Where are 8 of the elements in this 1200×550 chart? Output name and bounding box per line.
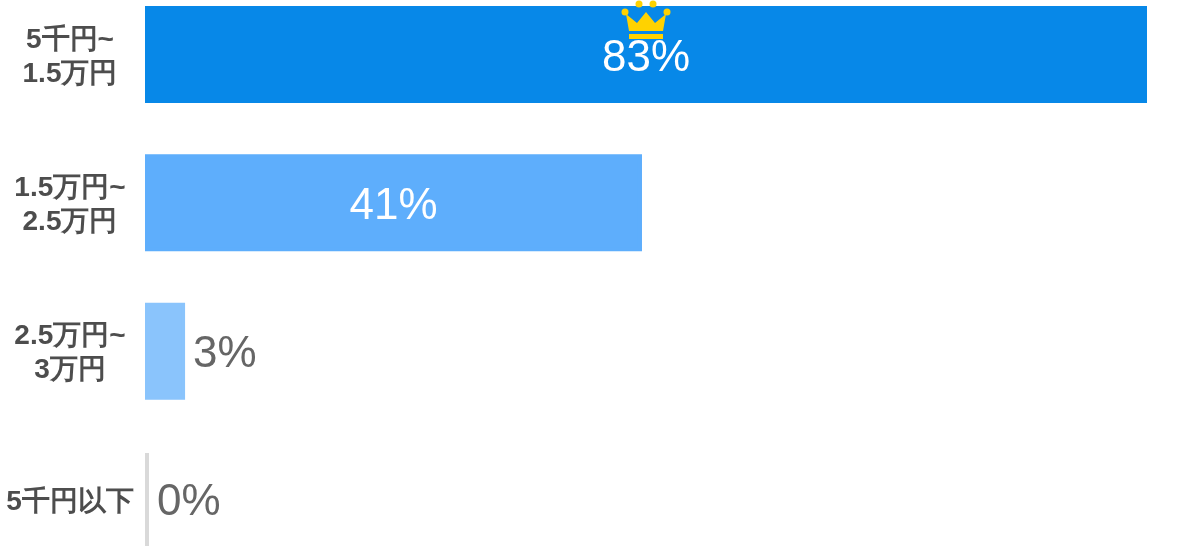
data-label: 83% [601,30,691,80]
data-label: 0% [157,475,221,525]
y-tick-label: 5千円以下 [6,484,134,516]
data-label: 3% [193,327,257,377]
y-tick-label: 1.5万円~ 2.5万円 [14,170,126,236]
y-tick-label: 5千円~ 1.5万円 [22,22,118,88]
data-label: 41% [349,178,438,228]
y-tick-label: 2.5万円~ 3万円 [14,319,126,385]
